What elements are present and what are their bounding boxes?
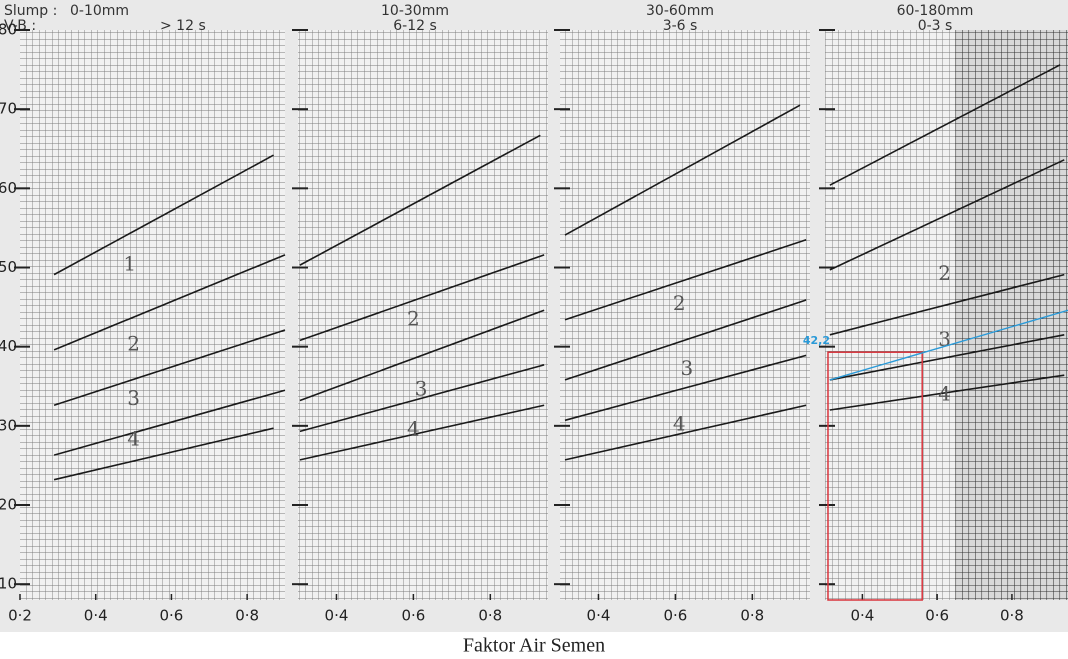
x-tick-label: 0·4	[850, 607, 874, 625]
curve	[829, 159, 1065, 271]
plot-area	[560, 30, 810, 600]
x-tick-label: 0·4	[325, 607, 349, 625]
vb-value: > 12 s	[160, 18, 206, 34]
slump-value: 0-10mm	[70, 3, 129, 19]
curve	[564, 104, 801, 236]
curve-label: 2	[407, 306, 420, 330]
x-tick-label: 0·8	[1000, 607, 1024, 625]
curve-label: 2	[938, 261, 951, 285]
curve	[829, 374, 1065, 411]
y-tick-label: 20	[0, 496, 17, 514]
slump-label: Slump :	[4, 3, 57, 19]
y-tick-label: 70	[0, 100, 17, 118]
curve-label: 1	[123, 252, 136, 276]
vb-value: 6-12 s	[393, 18, 437, 34]
vb-value: 3-6 s	[663, 18, 698, 34]
y-tick-label: 80	[0, 21, 17, 39]
curve	[829, 273, 1065, 336]
curve-label: 4	[407, 416, 420, 440]
curve-label: 3	[127, 386, 140, 410]
vb-value: 0-3 s	[918, 18, 953, 34]
curve	[299, 254, 545, 342]
curve	[564, 404, 807, 461]
dark-grid	[955, 30, 1068, 600]
curve-label: 4	[938, 381, 951, 405]
highlight-box	[827, 351, 923, 601]
curve-label: 4	[127, 427, 140, 451]
curve-label: 3	[415, 377, 428, 401]
x-tick-label: 0·4	[84, 607, 108, 625]
reading-label: 42,2	[803, 334, 830, 347]
x-tick-label: 0·6	[925, 607, 949, 625]
y-tick-label: 10	[0, 575, 17, 593]
x-tick-label: 0·8	[235, 607, 259, 625]
x-tick-label: 0·8	[478, 607, 502, 625]
x-tick-label: 0·4	[587, 607, 611, 625]
slump-value: 10-30mm	[381, 3, 449, 19]
curve-label: 2	[127, 332, 140, 356]
y-tick-label: 50	[0, 258, 17, 276]
y-tick-label: 60	[0, 179, 17, 197]
x-axis-label: Faktor Air Semen	[463, 635, 605, 657]
x-tick-label: 0·6	[401, 607, 425, 625]
curve	[53, 154, 275, 276]
curve	[53, 427, 274, 481]
plot-area	[298, 30, 548, 600]
curve	[829, 334, 1065, 381]
x-tick-label: 0·2	[8, 607, 32, 625]
curve	[299, 364, 545, 433]
slump-value: 60-180mm	[897, 3, 974, 19]
curve	[564, 299, 807, 381]
slump-value: 30-60mm	[646, 3, 714, 19]
x-tick-label: 0·6	[663, 607, 687, 625]
curve	[299, 134, 541, 266]
curve	[564, 354, 807, 422]
x-tick-label: 0·8	[740, 607, 764, 625]
x-tick-label: 0·6	[159, 607, 183, 625]
curve	[299, 404, 545, 461]
curve-label: 3	[681, 356, 694, 380]
y-tick-label: 40	[0, 337, 17, 355]
reading-line	[829, 309, 1068, 381]
curve-label: 4	[673, 412, 686, 436]
curve	[829, 64, 1061, 186]
y-tick-label: 30	[0, 416, 17, 434]
curve	[564, 239, 807, 321]
curve	[53, 329, 286, 407]
curve	[53, 254, 286, 351]
curve	[299, 309, 545, 402]
plot-area	[20, 30, 285, 600]
curve-label: 2	[673, 291, 686, 315]
curve	[53, 389, 286, 456]
